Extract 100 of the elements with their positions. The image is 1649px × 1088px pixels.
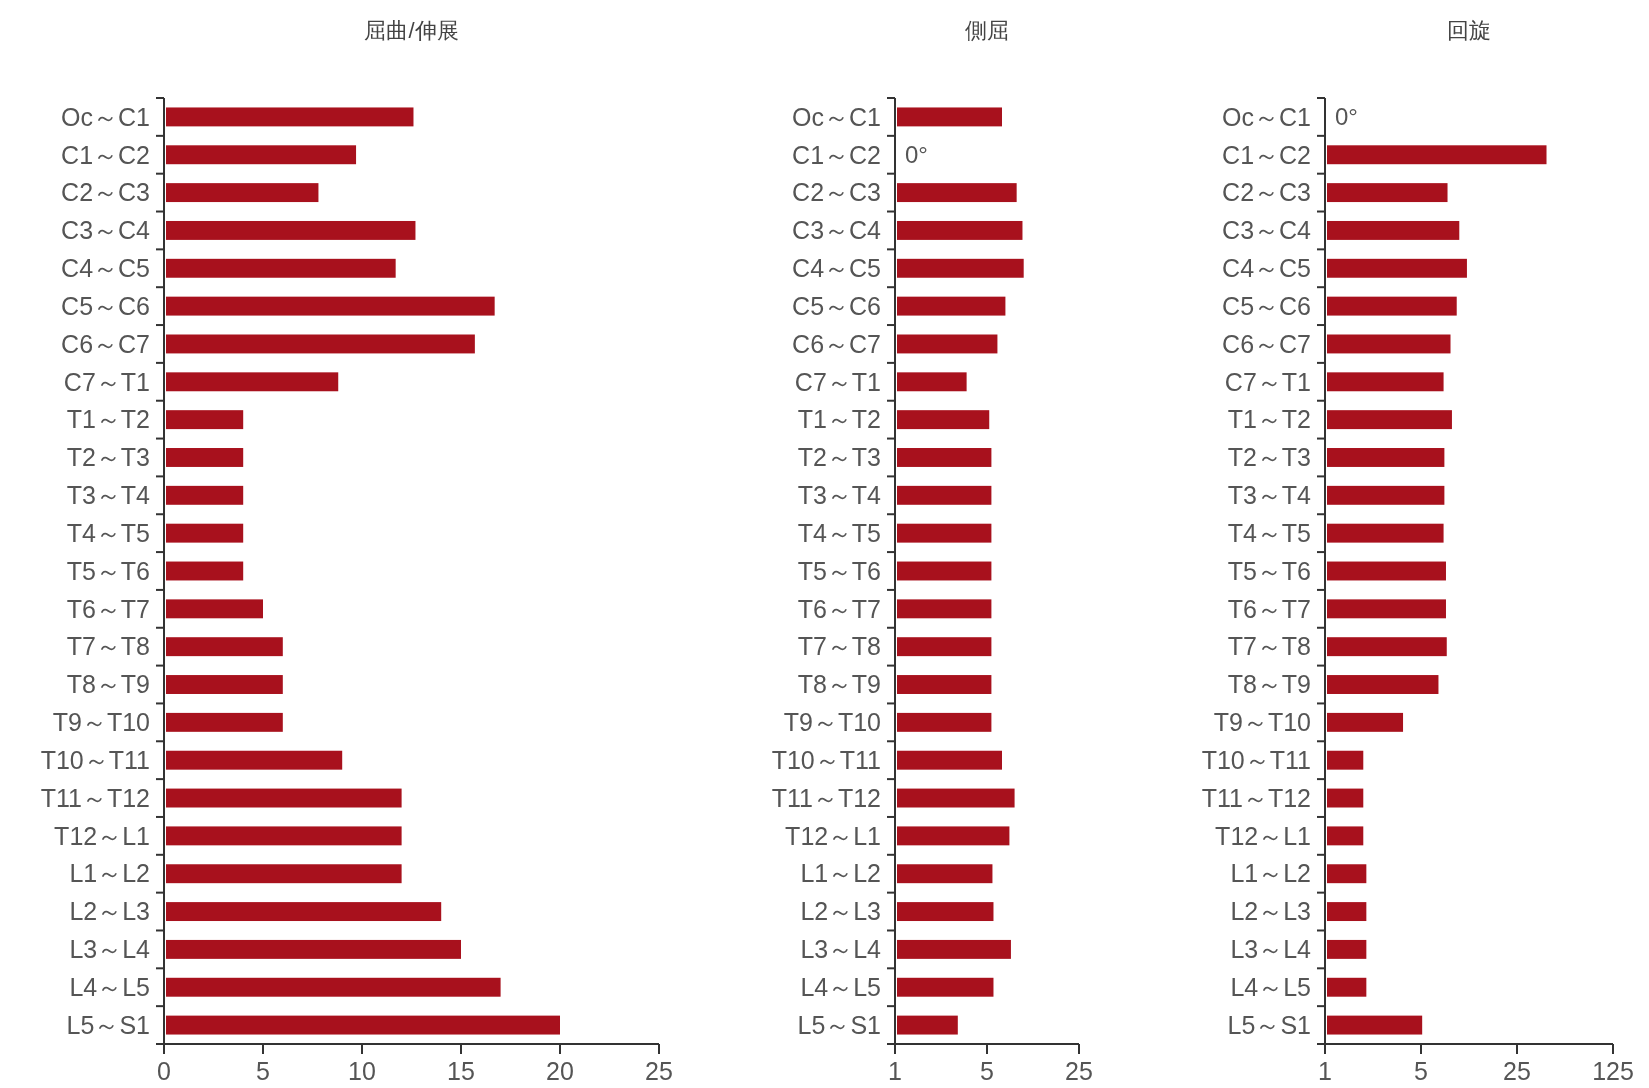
- x-tick-label: 5: [980, 1057, 994, 1085]
- y-tick-label: T12～L1: [54, 821, 150, 850]
- y-tick-label: T2～T3: [1227, 443, 1311, 472]
- y-tick-label: L2～L3: [1230, 897, 1311, 926]
- bar: [166, 485, 244, 505]
- y-tick-label: T1～T2: [797, 405, 881, 434]
- y-tick-label: T3～T4: [66, 481, 151, 510]
- y-tick-label: Oc～C1: [61, 102, 150, 131]
- y-tick-label: T5～T6: [66, 556, 150, 585]
- y-tick-label: C3～C4: [1222, 216, 1312, 245]
- y-tick-label: L2～L3: [69, 897, 150, 926]
- x-tick-label: 25: [645, 1057, 673, 1085]
- y-tick-label: C6～C7: [61, 329, 150, 358]
- y-tick-label: C4～C5: [792, 254, 881, 283]
- annotation: 0°: [905, 141, 928, 169]
- y-tick-label: T10～T11: [1201, 745, 1311, 774]
- bar: [166, 296, 495, 316]
- y-tick-label: T6～T7: [66, 594, 150, 623]
- y-tick-label: Oc～C1: [792, 102, 881, 131]
- y-tick-label: T10～T11: [771, 745, 881, 774]
- x-tick-label: 10: [348, 1057, 376, 1085]
- y-tick-label: C2～C3: [1222, 178, 1311, 207]
- y-tick-label: L1～L2: [69, 859, 150, 888]
- x-tick-label: 25: [1065, 1057, 1093, 1085]
- bar: [166, 939, 461, 959]
- x-tick-label: 5: [256, 1057, 270, 1085]
- y-tick-label: C5～C6: [792, 291, 881, 320]
- y-tick-label: T3～T4: [1227, 481, 1312, 510]
- y-tick-label: L1～L2: [800, 859, 881, 888]
- y-tick-label: C2～C3: [792, 178, 881, 207]
- y-tick-label: T12～L1: [785, 821, 881, 850]
- y-tick-label: T7～T8: [797, 632, 881, 661]
- y-tick-label: C5～C6: [61, 291, 150, 320]
- y-tick-label: T5～T6: [797, 556, 881, 585]
- bar: [166, 258, 396, 278]
- y-tick-label: C1～C2: [61, 140, 150, 169]
- x-tick-label: 125: [1592, 1057, 1634, 1085]
- bar: [166, 637, 283, 657]
- y-tick-label: Oc～C1: [1222, 102, 1311, 131]
- bar: [166, 145, 357, 165]
- bar: [166, 334, 475, 354]
- bar: [166, 372, 339, 392]
- y-tick-label: L5～S1: [66, 1010, 150, 1039]
- y-tick-label: L2～L3: [800, 897, 881, 926]
- bar: [166, 675, 283, 694]
- y-tick-label: T9～T10: [783, 708, 881, 737]
- y-tick-label: C5～C6: [1222, 291, 1311, 320]
- bar: [166, 826, 402, 846]
- y-tick-label: L3～L4: [69, 935, 151, 964]
- y-tick-label: L4～L5: [1230, 972, 1311, 1001]
- bar: [166, 1015, 560, 1035]
- y-tick-label: L4～L5: [800, 972, 881, 1001]
- y-tick-label: T8～T9: [797, 670, 881, 699]
- y-tick-label: C3～C4: [61, 216, 151, 245]
- y-tick-label: L5～S1: [797, 1010, 881, 1039]
- x-tick-label: 25: [1503, 1057, 1531, 1085]
- y-tick-label: C4～C5: [1222, 254, 1311, 283]
- bar: [166, 750, 343, 770]
- y-tick-label: T4～T5: [1227, 518, 1311, 547]
- x-tick-label: 15: [447, 1057, 475, 1085]
- y-tick-label: C6～C7: [792, 329, 881, 358]
- y-tick-label: T11～T12: [771, 783, 881, 812]
- y-tick-label: L4～L5: [69, 972, 150, 1001]
- bar: [166, 448, 244, 467]
- bar: [166, 902, 442, 922]
- chart-title: 回旋: [1447, 18, 1491, 43]
- y-tick-label: T9～T10: [1213, 708, 1311, 737]
- x-tick-label: 5: [1414, 1057, 1428, 1085]
- bar: [166, 107, 414, 127]
- y-tick-label: T7～T8: [1227, 632, 1311, 661]
- bar: [166, 561, 244, 581]
- y-tick-label: C6～C7: [1222, 329, 1311, 358]
- y-tick-label: T8～T9: [66, 670, 150, 699]
- y-tick-label: T10～T11: [40, 745, 150, 774]
- x-tick-label: 1: [888, 1057, 902, 1085]
- bar: [166, 410, 244, 430]
- bar: [166, 183, 319, 203]
- bar: [166, 864, 402, 884]
- y-tick-label: T5～T6: [1227, 556, 1311, 585]
- y-tick-label: T6～T7: [797, 594, 881, 623]
- y-tick-label: C7～T1: [794, 367, 881, 396]
- y-tick-label: T11～T12: [1201, 783, 1311, 812]
- x-tick-label: 20: [546, 1057, 574, 1085]
- bar: [166, 712, 283, 732]
- bar: [166, 977, 501, 997]
- x-tick-label: 1: [1318, 1057, 1332, 1085]
- y-tick-label: T3～T4: [797, 481, 882, 510]
- y-tick-label: L3～L4: [800, 935, 882, 964]
- y-tick-label: C2～C3: [61, 178, 150, 207]
- y-tick-label: C7～T1: [63, 367, 150, 396]
- y-tick-label: T8～T9: [1227, 670, 1311, 699]
- y-tick-label: C1～C2: [792, 140, 881, 169]
- chart-title: 側屈: [965, 18, 1009, 43]
- y-tick-label: L3～L4: [1230, 935, 1312, 964]
- y-tick-label: T4～T5: [66, 518, 150, 547]
- y-tick-label: T6～T7: [1227, 594, 1311, 623]
- annotation: 0°: [1335, 103, 1358, 131]
- y-tick-label: T9～T10: [52, 708, 150, 737]
- y-tick-label: T2～T3: [797, 443, 881, 472]
- y-tick-label: T1～T2: [1227, 405, 1311, 434]
